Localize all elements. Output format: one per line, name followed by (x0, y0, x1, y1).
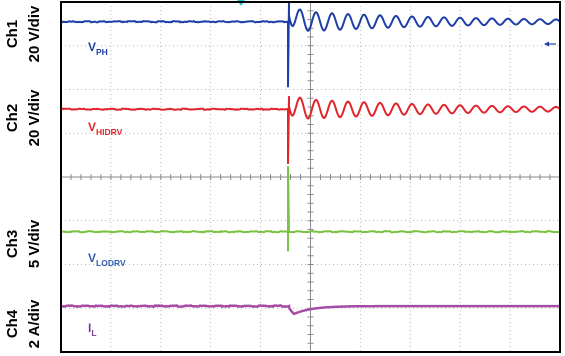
ch3-name-label: Ch3 (4, 230, 21, 258)
ch3-signal-label: VLODRV (88, 251, 126, 268)
trace-ch3 (61, 166, 561, 252)
ch4-signal-label: IL (88, 321, 97, 338)
ch2-scale-label: 20 V/div (26, 89, 43, 146)
ch4-scale-label: 2 A/div (26, 299, 43, 348)
trace-ch1 (60, 1, 561, 88)
scope-traces (60, 1, 561, 316)
ch1-end-arrow-icon (544, 41, 556, 47)
ch2-signal-label: VHIDRV (88, 120, 123, 137)
scope-frame (60, 1, 561, 353)
trace-ch2 (60, 96, 561, 164)
ch3-scale-label: 5 V/div (26, 219, 43, 268)
ch1-signal-label: VPH (88, 40, 108, 57)
ch1-scale-label: 20 V/div (26, 5, 43, 62)
ch4-name-label: Ch4 (4, 309, 21, 338)
ch1-name-label: Ch1 (4, 20, 21, 48)
ch2-name-label: Ch2 (4, 104, 21, 132)
trace-ch4 (60, 304, 560, 316)
scope-grid (60, 1, 561, 353)
